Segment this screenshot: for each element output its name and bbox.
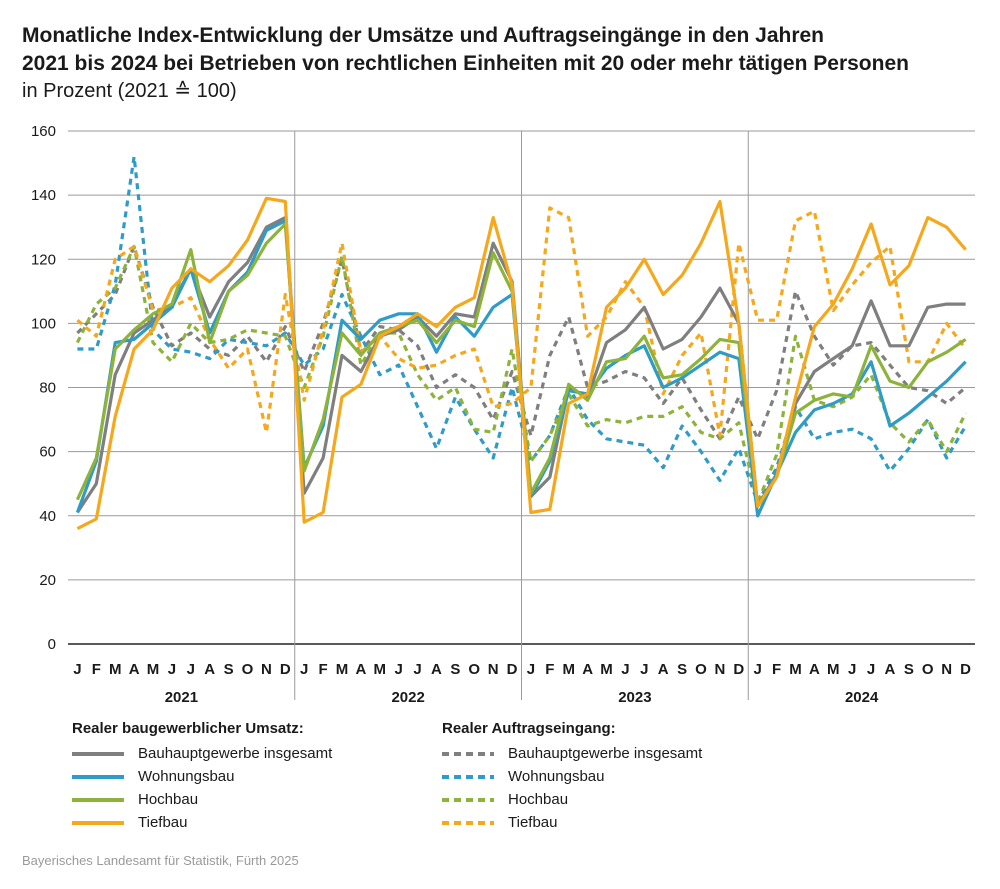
legend-label: Hochbau bbox=[138, 791, 199, 808]
year-label: 2023 bbox=[618, 689, 651, 706]
x-tick-label: D bbox=[733, 661, 744, 678]
legend-label: Bauhauptgewerbe insgesamt bbox=[508, 745, 703, 762]
x-tick-label: M bbox=[147, 661, 160, 678]
y-tick-label: 60 bbox=[39, 444, 56, 461]
x-tick-label: M bbox=[600, 661, 613, 678]
legend-item-umsatz-tiefbau: Tiefbau bbox=[72, 811, 332, 834]
legend-item-umsatz-hochbau: Hochbau bbox=[72, 788, 332, 811]
x-tick-label: F bbox=[92, 661, 101, 678]
x-tick-label: A bbox=[431, 661, 442, 678]
x-tick-label: S bbox=[677, 661, 687, 678]
x-tick-label: A bbox=[658, 661, 669, 678]
x-tick-label: O bbox=[468, 661, 480, 678]
x-tick-label: A bbox=[129, 661, 140, 678]
year-label: 2022 bbox=[391, 689, 424, 706]
legend-umsatz: Realer baugewerblicher Umsatz: Bauhauptg… bbox=[72, 720, 332, 834]
x-tick-label: M bbox=[109, 661, 122, 678]
x-tick-label: A bbox=[355, 661, 366, 678]
series-line-umsatz-tiefbau bbox=[76, 196, 967, 531]
x-tick-label: S bbox=[904, 661, 914, 678]
x-tick-label: F bbox=[319, 661, 328, 678]
x-tick-label: O bbox=[695, 661, 707, 678]
x-tick-label: J bbox=[168, 661, 176, 678]
series-line-auftragseingang-bauhauptgewerbe-insgesamt bbox=[76, 244, 967, 441]
legend-heading-auftragseingang: Realer Auftragseingang: bbox=[442, 720, 616, 737]
x-tick-label: D bbox=[960, 661, 971, 678]
x-tick-label: O bbox=[922, 661, 934, 678]
x-tick-label: J bbox=[754, 661, 762, 678]
x-tick-label: N bbox=[714, 661, 725, 678]
legend-heading-umsatz: Realer baugewerblicher Umsatz: bbox=[72, 720, 304, 737]
y-tick-label: 20 bbox=[39, 572, 56, 589]
year-label: 2021 bbox=[165, 689, 198, 706]
x-tick-label: O bbox=[242, 661, 254, 678]
x-tick-label: J bbox=[848, 661, 856, 678]
legend-label: Wohnungsbau bbox=[138, 768, 235, 785]
x-tick-label: J bbox=[640, 661, 648, 678]
x-tick-label: J bbox=[187, 661, 195, 678]
series-line-auftragseingang-wohnungsbau bbox=[77, 155, 967, 505]
legend-label: Hochbau bbox=[508, 791, 569, 808]
legend-item-umsatz-insgesamt: Bauhauptgewerbe insgesamt bbox=[72, 742, 332, 765]
y-tick-label: 0 bbox=[48, 636, 56, 653]
x-tick-label: M bbox=[336, 661, 349, 678]
y-tick-label: 160 bbox=[31, 123, 56, 140]
legend-item-umsatz-wohnungsbau: Wohnungsbau bbox=[72, 765, 332, 788]
y-tick-label: 120 bbox=[31, 251, 56, 268]
legend-label: Tiefbau bbox=[508, 814, 558, 831]
chart-subtitle: in Prozent (2021 ≙ 100) bbox=[22, 80, 237, 102]
x-tick-label: D bbox=[507, 661, 518, 678]
y-tick-label: 40 bbox=[39, 508, 56, 525]
chart-title-line-1: Monatliche Index-Entwicklung der Umsätze… bbox=[22, 24, 824, 47]
x-tick-label: N bbox=[941, 661, 952, 678]
legend-item-auftrag-wohnungsbau: Wohnungsbau bbox=[442, 765, 702, 788]
legend-auftragseingang: Realer Auftragseingang: Bauhauptgewerbe … bbox=[442, 720, 702, 834]
year-label: 2024 bbox=[845, 689, 879, 706]
x-tick-label: M bbox=[789, 661, 802, 678]
x-tick-label: A bbox=[809, 661, 820, 678]
y-tick-label: 80 bbox=[39, 380, 56, 397]
x-tick-label: D bbox=[280, 661, 291, 678]
x-tick-label: S bbox=[450, 661, 460, 678]
x-tick-label: J bbox=[413, 661, 421, 678]
chart-title-block: Monatliche Index-Entwicklung der Umsätze… bbox=[22, 22, 982, 104]
x-tick-label: M bbox=[562, 661, 575, 678]
legend-item-auftrag-insgesamt: Bauhauptgewerbe insgesamt bbox=[442, 742, 702, 765]
legend-label: Wohnungsbau bbox=[508, 768, 605, 785]
series-line-auftragseingang-hochbau bbox=[75, 244, 968, 505]
y-tick-label: 100 bbox=[31, 315, 56, 332]
x-tick-label: J bbox=[527, 661, 535, 678]
legend-label: Bauhauptgewerbe insgesamt bbox=[138, 745, 333, 762]
y-tick-label: 140 bbox=[31, 187, 56, 204]
x-tick-label: A bbox=[204, 661, 215, 678]
legend-label: Tiefbau bbox=[138, 814, 188, 831]
x-tick-label: A bbox=[885, 661, 896, 678]
x-tick-label: F bbox=[545, 661, 554, 678]
x-tick-label: M bbox=[374, 661, 387, 678]
x-tick-label: J bbox=[867, 661, 875, 678]
legend-item-auftrag-tiefbau: Tiefbau bbox=[442, 811, 702, 834]
x-tick-label: J bbox=[300, 661, 308, 678]
x-tick-label: J bbox=[73, 661, 81, 678]
x-tick-label: J bbox=[621, 661, 629, 678]
series-line-auftragseingang-tiefbau bbox=[76, 206, 967, 438]
x-tick-label: N bbox=[261, 661, 272, 678]
x-tick-label: S bbox=[224, 661, 234, 678]
chart-title-line-2: 2021 bis 2024 bei Betrieben von rechtlic… bbox=[22, 52, 909, 75]
x-tick-label: N bbox=[488, 661, 499, 678]
x-tick-label: M bbox=[827, 661, 840, 678]
x-tick-label: J bbox=[395, 661, 403, 678]
source-note: Bayerisches Landesamt für Statistik, Für… bbox=[22, 853, 299, 868]
x-tick-label: A bbox=[582, 661, 593, 678]
legend-item-auftrag-hochbau: Hochbau bbox=[442, 788, 702, 811]
x-tick-label: F bbox=[772, 661, 781, 678]
